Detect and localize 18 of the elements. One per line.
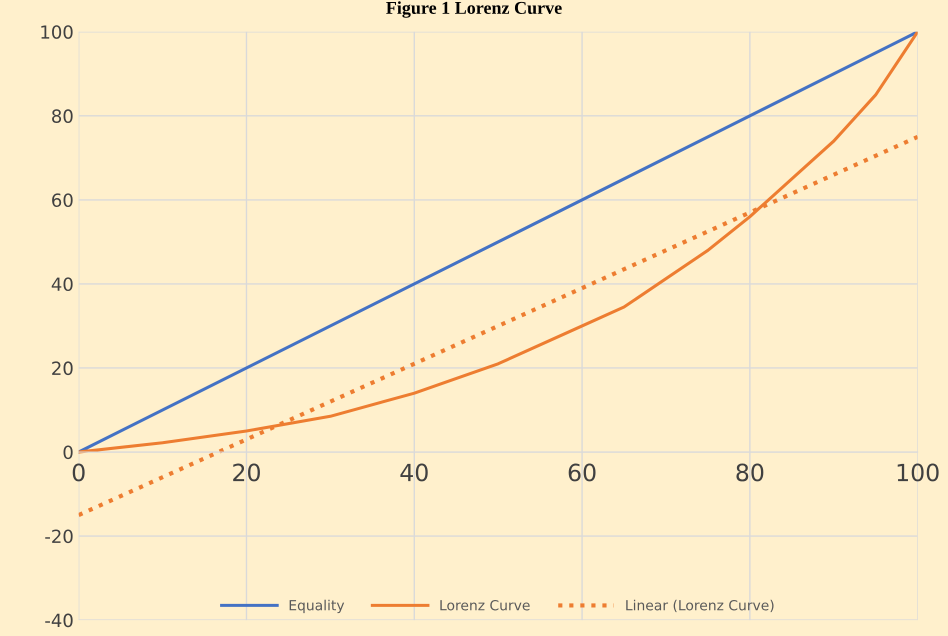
y-tick-label: -40 xyxy=(45,614,73,628)
legend-label: Lorenz Curve xyxy=(440,600,530,610)
x-tick-label: 80 xyxy=(736,464,764,482)
y-tick-label: 60 xyxy=(52,193,73,207)
y-tick-label: 20 xyxy=(52,361,73,376)
y-tick-label: 80 xyxy=(52,109,73,123)
legend-label: Equality xyxy=(290,600,344,614)
y-tick-label: -20 xyxy=(45,530,73,544)
y-tick-label: 40 xyxy=(52,277,73,292)
x-tick-label: 100 xyxy=(898,464,939,482)
y-tick-label: 0 xyxy=(64,445,73,460)
x-tick-label: 60 xyxy=(568,464,596,482)
chart-title: Figure 1 Lorenz Curve xyxy=(386,1,562,18)
x-tick-label: 40 xyxy=(400,464,428,482)
x-tick-label: 0 xyxy=(72,464,85,482)
x-tick-label: 20 xyxy=(233,464,260,482)
legend-label: Linear (Lorenz Curve) xyxy=(626,600,774,612)
y-tick-label: 100 xyxy=(41,25,73,39)
